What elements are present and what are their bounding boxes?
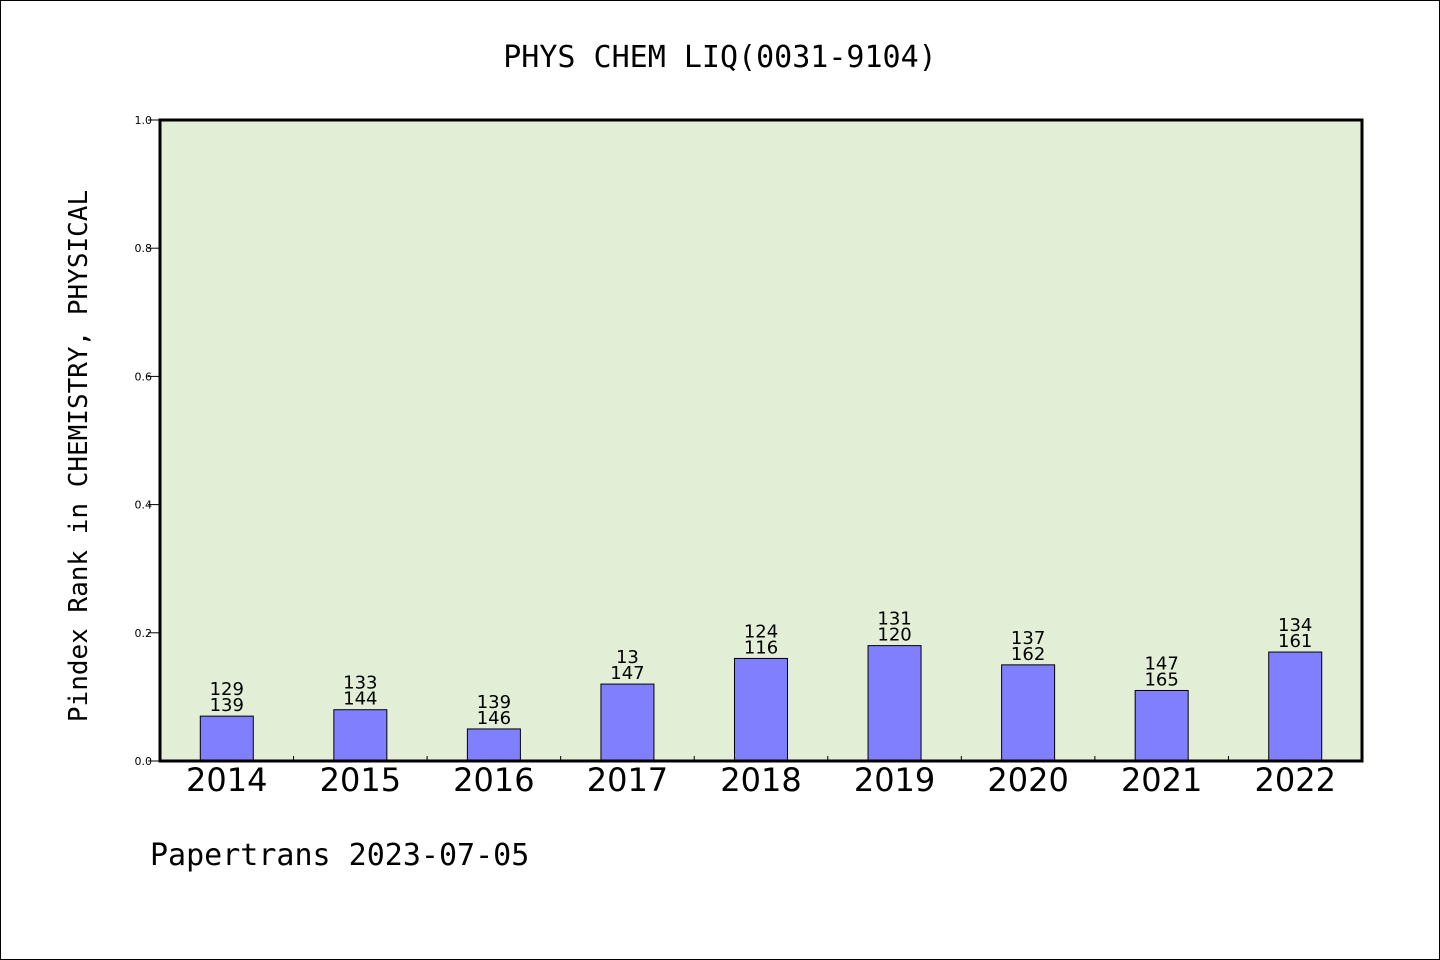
bar-label-bottom: 144: [343, 689, 377, 710]
bar: [1001, 664, 1056, 762]
bar: [1268, 651, 1323, 762]
bar-label-bottom: 165: [1144, 669, 1178, 690]
x-tick-label: 2018: [720, 761, 801, 799]
bar: [1134, 689, 1189, 762]
y-tick-label: 0.4: [135, 499, 153, 512]
bar-label-bottom: 162: [1011, 644, 1045, 665]
bar: [867, 645, 922, 762]
bar-label-top: 133: [343, 673, 377, 694]
bar-label-bottom: 120: [877, 625, 911, 646]
x-tick-label: 2016: [453, 761, 534, 799]
x-tick-label: 2022: [1255, 761, 1336, 799]
bar-label-top: 129: [210, 679, 244, 700]
bar-label-bottom: 146: [477, 708, 511, 729]
bar: [600, 683, 655, 762]
y-tick-label: 1.0: [135, 114, 153, 127]
bar-label-top: 147: [1144, 653, 1178, 674]
bar-label-top: 13: [616, 647, 639, 668]
y-axis: 0.0 0.2 0.4 0.6 0.8 1.0: [135, 114, 160, 768]
plot-border: [158, 118, 1364, 763]
bar: [333, 709, 388, 762]
bar-label-top: 139: [477, 692, 511, 713]
x-tick-label: 2014: [186, 761, 267, 799]
bar-label-bottom: 116: [744, 637, 778, 658]
bar: [734, 657, 788, 762]
bar-label-top: 134: [1278, 615, 1312, 636]
plot-area: [158, 118, 1364, 763]
bar: [466, 728, 521, 762]
y-axis-label: Pindex Rank in CHEMISTRY, PHYSICAL: [64, 190, 94, 722]
x-tick-label: 2020: [987, 761, 1068, 799]
bar-label-bottom: 161: [1278, 631, 1312, 652]
y-tick-label: 0.0: [135, 755, 153, 768]
y-tick-label: 0.2: [135, 627, 153, 640]
x-axis: 2014 2015 2016 2017 2018 2019 2020 2021 2022: [186, 756, 1336, 799]
bar-label-top: 137: [1011, 628, 1045, 649]
y-tick-label: 0.6: [135, 370, 153, 383]
bars: [199, 645, 1323, 762]
footer-text: Papertrans 2023-07-05: [150, 838, 529, 873]
bar: [199, 715, 254, 762]
bar-label-top: 131: [877, 609, 911, 630]
x-tick-label: 2019: [854, 761, 935, 799]
x-tick-label: 2021: [1121, 761, 1202, 799]
x-tick-label: 2015: [320, 761, 401, 799]
y-tick-label: 0.8: [135, 242, 153, 255]
x-tick-label: 2017: [587, 761, 668, 799]
bar-label-top: 124: [744, 621, 778, 642]
chart-title: PHYS CHEM LIQ(0031-9104): [503, 40, 936, 75]
bar-label-bottom: 147: [610, 663, 644, 684]
bar-label-bottom: 139: [210, 695, 244, 716]
